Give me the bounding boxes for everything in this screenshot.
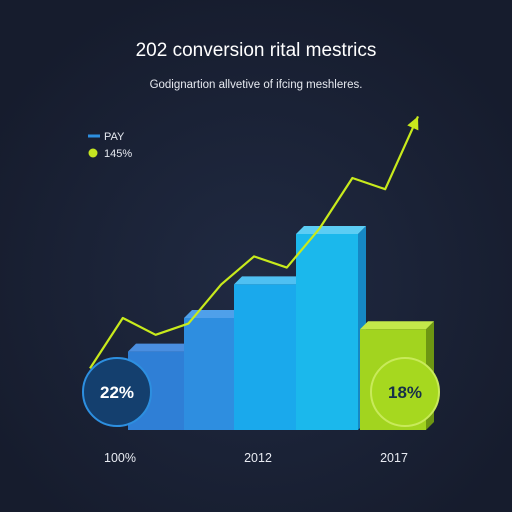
chart-title: 202 conversion rital mestrics (136, 40, 377, 61)
chart-subtitle: Godignartion allvetive of ifcing meshler… (150, 79, 363, 91)
badge-label: 18% (388, 383, 422, 402)
legend-label-percent: 145% (104, 148, 132, 160)
x-tick-label: 2012 (244, 451, 272, 465)
bar (234, 276, 304, 430)
bar-front (296, 234, 358, 430)
bar (296, 226, 366, 430)
legend-label-pay: PAY (104, 131, 125, 143)
bar-front (234, 284, 296, 430)
percent-badge: 18% (371, 358, 439, 426)
bar-top (360, 321, 434, 329)
legend-marker-percent (89, 149, 98, 158)
badge-label: 22% (100, 383, 134, 402)
bar-top (234, 276, 304, 284)
x-tick-label: 2017 (380, 451, 408, 465)
bar-front (184, 318, 240, 430)
bar-top (296, 226, 366, 234)
percent-badge: 22% (83, 358, 151, 426)
x-tick-label: 100% (104, 451, 136, 465)
